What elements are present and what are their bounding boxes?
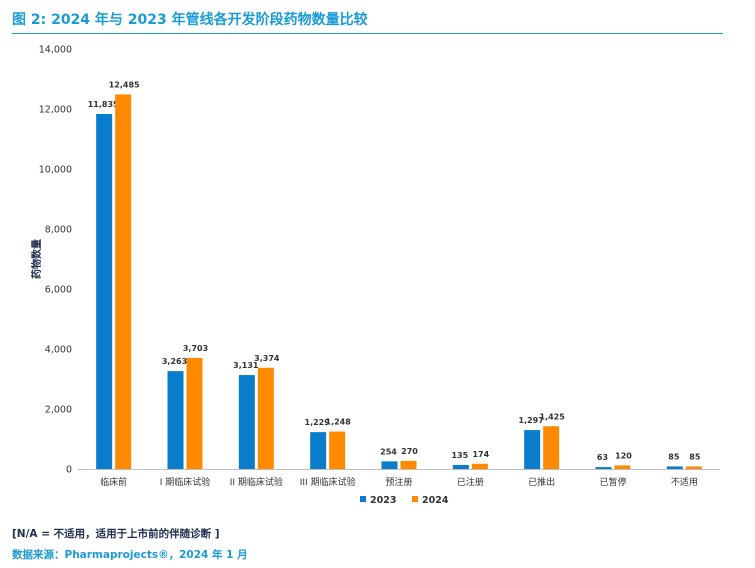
data-label-2024-5: 174 bbox=[472, 450, 489, 459]
x-tick-label: 不适用 bbox=[671, 477, 698, 488]
bar-chart: 0 2,000 4,000 6,000 8,000 10,000 12,000 14,000 药… bbox=[30, 45, 720, 506]
data-label-2023-2: 3,131 bbox=[233, 361, 259, 370]
bar-2023-6 bbox=[524, 430, 541, 469]
bar-2024-4 bbox=[400, 460, 417, 469]
data-label-2023-1: 3,263 bbox=[162, 357, 187, 366]
y-tick-label: 4,000 bbox=[45, 345, 72, 356]
data-label-2023-6: 1,297 bbox=[519, 416, 544, 425]
bar-2024-0 bbox=[115, 94, 132, 469]
y-tick-label: 14,000 bbox=[39, 45, 72, 56]
bar-2024-2 bbox=[257, 367, 274, 469]
chart-title: 图 2: 2024 年与 2023 年管线各开发阶段药物数量比较 bbox=[12, 12, 368, 28]
x-tick-label: III 期临床试验 bbox=[300, 476, 356, 488]
bar-2024-1 bbox=[186, 357, 203, 469]
y-tick-label: 6,000 bbox=[45, 285, 72, 296]
legend-label-2023: 2023 bbox=[370, 495, 396, 506]
bar-2023-2 bbox=[238, 375, 255, 469]
data-label-2024-3: 1,248 bbox=[326, 418, 352, 427]
bar-2024-7 bbox=[614, 465, 631, 469]
y-axis-title: 药物数量 bbox=[30, 239, 43, 279]
bar-2024-5 bbox=[471, 463, 488, 469]
data-label-2023-5: 135 bbox=[451, 451, 468, 460]
data-label-2024-4: 270 bbox=[401, 447, 418, 456]
data-label-2024-8: 85 bbox=[689, 452, 701, 461]
y-tick-label: 8,000 bbox=[45, 225, 72, 236]
x-tick-label: 已暂停 bbox=[599, 476, 626, 488]
bar-2023-7 bbox=[595, 467, 612, 469]
bar-2023-3 bbox=[310, 432, 327, 469]
legend-label-2024: 2024 bbox=[422, 495, 449, 506]
data-label-2023-8: 85 bbox=[668, 452, 680, 461]
data-label-2023-7: 63 bbox=[597, 453, 608, 462]
footnote: [N/A = 不适用，适用于上市前的伴随诊断 ] bbox=[12, 528, 220, 540]
bar-2024-3 bbox=[329, 431, 346, 469]
title-divider bbox=[12, 33, 723, 34]
bar-2023-5 bbox=[452, 464, 469, 469]
y-tick-label: 10,000 bbox=[39, 165, 72, 176]
x-tick-label: 已注册 bbox=[457, 476, 484, 488]
data-label-2023-0: 11,835 bbox=[88, 100, 119, 109]
data-label-2024-0: 12,485 bbox=[109, 80, 140, 89]
data-label-2024-2: 3,374 bbox=[254, 354, 280, 363]
data-source: 数据来源：Pharmaprojects®，2024 年 1 月 bbox=[12, 549, 248, 561]
x-tick-label: II 期临床试验 bbox=[230, 476, 283, 488]
y-tick-label: 2,000 bbox=[45, 405, 72, 416]
legend-swatch-2023 bbox=[360, 496, 366, 502]
x-tick-label: 临床前 bbox=[100, 476, 127, 488]
bar-2023-1 bbox=[167, 371, 184, 469]
bar-2023-8 bbox=[666, 466, 683, 469]
x-tick-label: I 期临床试验 bbox=[160, 476, 211, 488]
legend-swatch-2024 bbox=[412, 496, 418, 502]
x-tick-label: 已推出 bbox=[528, 476, 555, 488]
x-tick-label: 预注册 bbox=[385, 476, 412, 488]
bar-2023-4 bbox=[381, 461, 398, 469]
bar-2024-6 bbox=[543, 426, 560, 469]
bar-2023-0 bbox=[96, 113, 113, 469]
y-tick-label: 12,000 bbox=[39, 105, 72, 116]
data-label-2024-6: 1,425 bbox=[540, 412, 566, 421]
data-label-2023-4: 254 bbox=[380, 447, 397, 456]
data-label-2024-1: 3,703 bbox=[183, 344, 208, 353]
data-label-2023-3: 1,229 bbox=[305, 418, 331, 427]
data-label-2024-7: 120 bbox=[615, 451, 632, 460]
y-tick-label: 0 bbox=[66, 465, 72, 476]
bar-2024-8 bbox=[685, 466, 702, 469]
